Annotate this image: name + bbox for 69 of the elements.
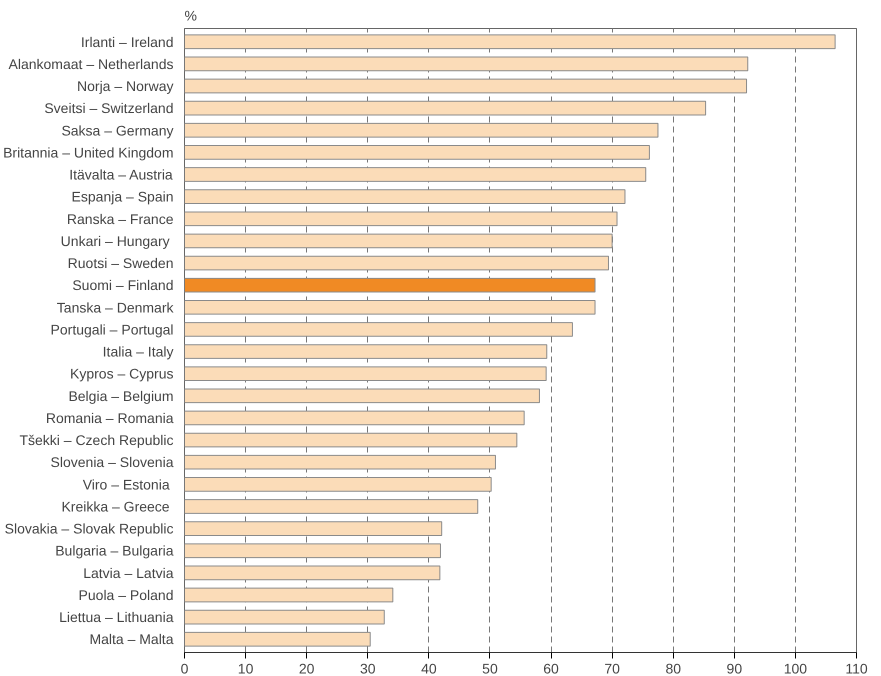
x-tick-label: 100 xyxy=(784,660,808,676)
x-tick-label: 60 xyxy=(543,660,560,676)
bar xyxy=(184,278,596,293)
x-tick-label: 90 xyxy=(726,660,742,676)
y-tick-label: Britannia – United Kingdom xyxy=(3,144,174,160)
x-tick-label: 0 xyxy=(180,660,189,676)
x-axis-title: % xyxy=(184,8,197,24)
x-tick-label: 40 xyxy=(421,660,437,676)
bar xyxy=(184,476,492,492)
bar xyxy=(184,189,626,204)
y-tick-label: Ranska – France xyxy=(66,210,174,227)
bar xyxy=(184,388,540,404)
bar xyxy=(184,256,609,270)
bar xyxy=(184,344,548,359)
bar xyxy=(184,300,596,315)
x-tick-label: 80 xyxy=(665,660,682,676)
y-tick-label: Slovenia – Slovenia xyxy=(50,454,174,470)
bar xyxy=(184,167,646,182)
y-tick-label: Portugali – Portugal xyxy=(50,321,174,338)
y-tick-label: Sveitsi – Switzerland xyxy=(44,100,174,116)
y-tick-label: Itävalta – Austria xyxy=(69,166,173,183)
bar xyxy=(184,588,394,602)
bar xyxy=(184,499,478,514)
y-tick-label: Suomi – Finland xyxy=(72,277,174,294)
bar xyxy=(184,454,496,470)
y-tick-label: Romania – Romania xyxy=(46,410,174,426)
x-tick-label: 10 xyxy=(238,660,254,676)
bar xyxy=(184,610,385,624)
bar xyxy=(184,100,706,116)
y-tick-label: Tanska – Denmark xyxy=(56,299,174,316)
x-tick-label: 20 xyxy=(298,660,315,676)
y-tick-label: Latvia – Latvia xyxy=(83,564,174,581)
y-tick-label: Slovakia – Slovak Republic xyxy=(4,520,174,537)
bar xyxy=(184,234,613,248)
x-tick-label: 50 xyxy=(482,660,498,676)
y-tick-label: Ruotsi – Sweden xyxy=(68,255,174,272)
bar xyxy=(184,521,442,536)
y-tick-label: Irlanti – Ireland xyxy=(80,34,174,50)
y-tick-label: Puola – Poland xyxy=(78,586,174,603)
y-tick-label: Unkari – Hungary xyxy=(60,232,170,249)
bar xyxy=(184,410,525,426)
y-tick-label: Kypros – Cyprus xyxy=(70,366,174,382)
bar xyxy=(184,632,371,647)
bar xyxy=(184,78,748,94)
bar xyxy=(184,145,650,160)
bar xyxy=(184,432,518,448)
bar xyxy=(184,543,441,558)
x-tick-label: 70 xyxy=(604,660,620,676)
y-tick-label: Liettua – Lithuania xyxy=(59,609,174,626)
bar xyxy=(184,322,573,337)
bar xyxy=(184,34,836,50)
bar xyxy=(184,366,547,382)
y-tick-label: Belgia – Belgium xyxy=(68,388,174,404)
y-tick-label: Espanja – Spain xyxy=(72,188,174,205)
bar xyxy=(184,211,618,226)
y-tick-label: Saksa – Germany xyxy=(61,122,174,138)
bar xyxy=(184,565,440,580)
y-tick-label: Italia – Italy xyxy=(102,344,174,360)
bar xyxy=(184,56,748,72)
x-tick-label: 30 xyxy=(360,660,376,676)
y-tick-label: Bulgaria – Bulgaria xyxy=(55,542,174,559)
y-tick-label: Malta – Malta xyxy=(89,631,174,648)
x-tick-label: 110 xyxy=(845,660,868,676)
bar xyxy=(184,122,658,138)
y-tick-label: Kreikka – Greece xyxy=(61,498,170,514)
y-tick-label: Tšekki – Czech Republic xyxy=(19,432,174,448)
y-tick-label: Viro – Estonia xyxy=(82,476,170,492)
y-tick-label: Alankomaat – Netherlands xyxy=(8,56,174,72)
y-tick-label: Norja – Norway xyxy=(77,78,174,94)
